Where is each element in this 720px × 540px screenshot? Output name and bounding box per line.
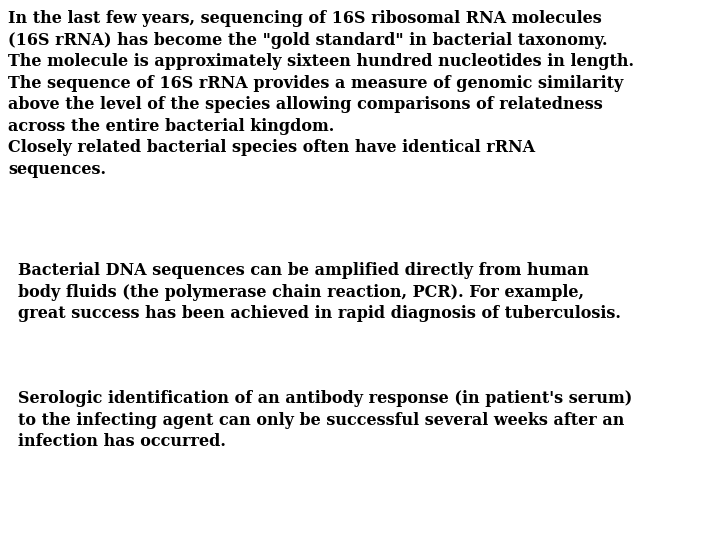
Text: Bacterial DNA sequences can be amplified directly from human
body fluids (the po: Bacterial DNA sequences can be amplified… — [18, 262, 621, 322]
Text: Serologic identification of an antibody response (in patient's serum)
to the inf: Serologic identification of an antibody … — [18, 390, 632, 450]
Text: In the last few years, sequencing of 16S ribosomal RNA molecules
(16S rRNA) has : In the last few years, sequencing of 16S… — [8, 10, 634, 178]
